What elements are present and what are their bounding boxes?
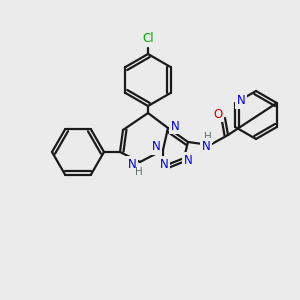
Text: H: H xyxy=(204,132,212,142)
Text: N: N xyxy=(171,119,179,133)
Text: H: H xyxy=(135,167,143,177)
Text: O: O xyxy=(213,107,223,121)
Text: N: N xyxy=(128,158,136,170)
Text: N: N xyxy=(184,154,192,166)
Text: N: N xyxy=(202,140,210,152)
Text: N: N xyxy=(152,140,160,154)
Text: N: N xyxy=(160,158,168,170)
Text: N: N xyxy=(237,94,246,107)
Text: Cl: Cl xyxy=(142,32,154,44)
